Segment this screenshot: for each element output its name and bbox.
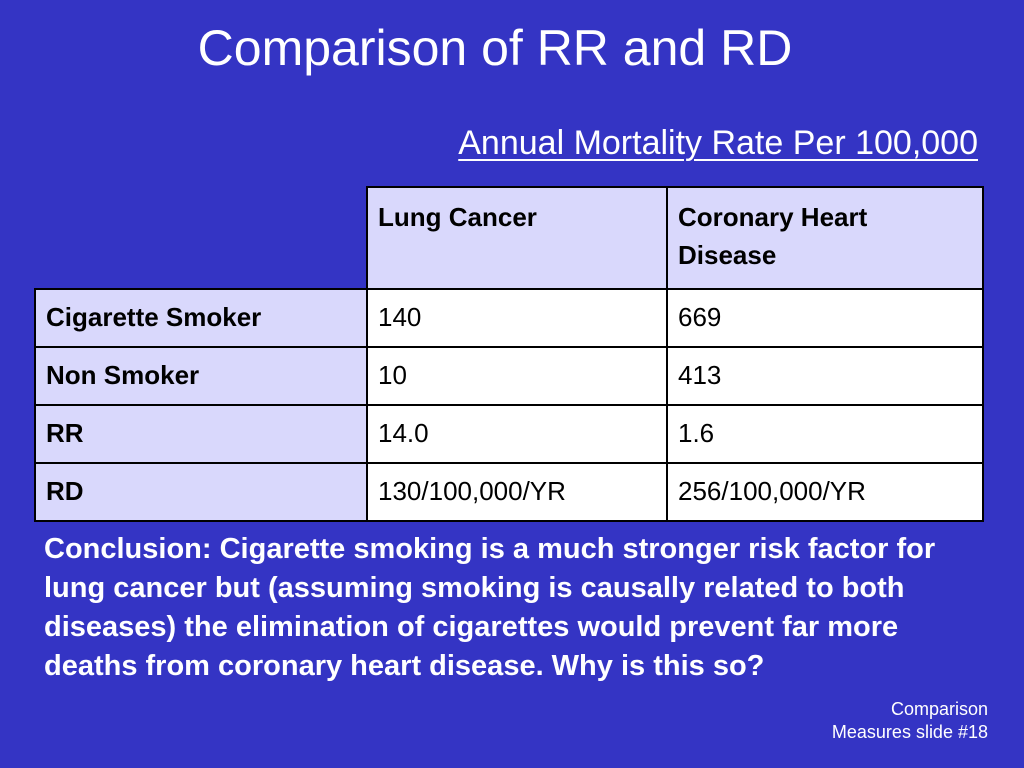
table-row: Cigarette Smoker 140 669 [34, 288, 984, 348]
table-caption: Annual Mortality Rate Per 100,000 [458, 124, 978, 162]
column-header-lung-cancer: Lung Cancer [366, 186, 668, 290]
cell-coronary-heart-disease: 413 [666, 346, 984, 406]
table-row: RR 14.0 1.6 [34, 404, 984, 464]
cell-lung-cancer: 10 [366, 346, 668, 406]
cell-lung-cancer: 14.0 [366, 404, 668, 464]
row-label-rr: RR [34, 404, 368, 464]
cell-coronary-heart-disease: 1.6 [666, 404, 984, 464]
slide-footer: Comparison Measures slide #18 [832, 698, 988, 744]
cell-lung-cancer: 140 [366, 288, 668, 348]
table-row: Non Smoker 10 413 [34, 346, 984, 406]
column-header-coronary-heart-disease: Coronary Heart Disease [666, 186, 984, 290]
cell-lung-cancer: 130/100,000/YR [366, 462, 668, 522]
row-label-non-smoker: Non Smoker [34, 346, 368, 406]
row-label-rd: RD [34, 462, 368, 522]
cell-coronary-heart-disease: 669 [666, 288, 984, 348]
table-row: RD 130/100,000/YR 256/100,000/YR [34, 462, 984, 522]
table-header-row: Lung Cancer Coronary Heart Disease [35, 186, 984, 290]
row-label-cigarette-smoker: Cigarette Smoker [34, 288, 368, 348]
table-corner-cell [35, 187, 368, 290]
conclusion-text: Conclusion: Cigarette smoking is a much … [44, 533, 936, 682]
cell-coronary-heart-disease: 256/100,000/YR [666, 462, 984, 522]
slide-title: Comparison of RR and RD [197, 20, 793, 76]
footer-line-1: Comparison [890, 699, 988, 719]
footer-line-2: Measures slide #18 [831, 722, 988, 742]
mortality-table: Lung Cancer Coronary Heart Disease Cigar… [34, 186, 984, 522]
